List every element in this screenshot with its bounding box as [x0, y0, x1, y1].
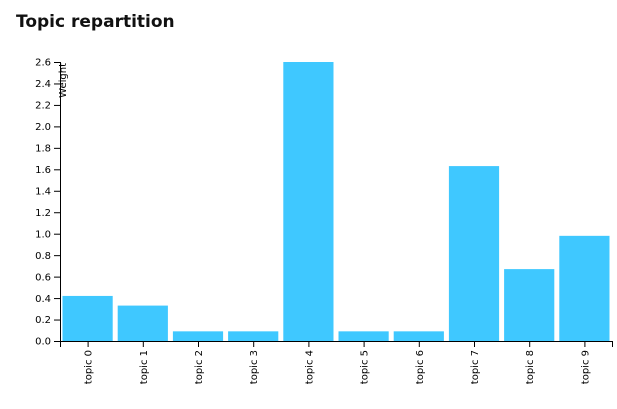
y-tick: 2.6	[35, 58, 60, 69]
x-tick-label: topic 3	[249, 350, 260, 384]
y-tick: 0.2	[35, 315, 60, 326]
x-tick: topic 6	[415, 341, 426, 384]
x-tick-label: topic 9	[580, 350, 591, 384]
y-tick-label: 1.2	[35, 208, 51, 219]
y-tick-label: 2.2	[35, 101, 51, 112]
x-tick: topic 7	[470, 341, 481, 384]
bar-topic-1	[117, 305, 168, 341]
x-tick: topic 5	[360, 341, 371, 384]
y-tick-label: 0.2	[35, 315, 51, 326]
bars-group	[62, 62, 610, 341]
y-tick: 2.0	[35, 122, 60, 133]
x-axis: topic 0 topic 1 topic 2 topic 3 topic 4 topic…	[60, 341, 613, 384]
y-tick-label: 1.8	[35, 144, 51, 155]
x-tick-label: topic 4	[304, 350, 315, 384]
x-axis-line	[60, 341, 613, 347]
bar-topic-8	[504, 269, 555, 341]
x-tick: topic 3	[249, 341, 260, 384]
y-tick-label: 1.4	[35, 186, 51, 197]
x-tick-label: topic 6	[415, 350, 426, 384]
x-tick-label: topic 2	[194, 350, 205, 384]
bar-topic-4	[283, 62, 334, 341]
bar-topic-6	[393, 331, 444, 341]
y-tick: 0.4	[35, 294, 60, 305]
x-tick: topic 4	[304, 341, 315, 384]
y-tick-label: 0.0	[35, 337, 51, 348]
y-axis-line	[54, 62, 61, 342]
y-tick: 1.6	[35, 165, 60, 176]
y-tick: 1.8	[35, 144, 60, 155]
x-tick: topic 8	[525, 341, 536, 384]
x-tick: topic 0	[84, 341, 95, 384]
bar-topic-0	[62, 295, 113, 341]
y-tick: 1.4	[35, 186, 60, 197]
bar-topic-9	[559, 235, 610, 341]
y-tick-label: 2.6	[35, 58, 51, 69]
x-tick-label: topic 7	[470, 350, 481, 384]
y-tick: 0.0	[35, 337, 60, 348]
x-tick-label: topic 0	[84, 350, 95, 384]
x-tick-label: topic 5	[360, 350, 371, 384]
bar-topic-3	[228, 331, 279, 341]
y-tick-label: 1.0	[35, 229, 51, 240]
y-tick-label: 0.8	[35, 251, 51, 262]
x-tick: topic 9	[580, 341, 591, 384]
y-tick-label: 0.4	[35, 294, 51, 305]
x-tick-label: topic 8	[525, 350, 536, 384]
chart-title: Topic repartition	[16, 12, 175, 32]
y-tick: 1.2	[35, 208, 60, 219]
y-tick: 2.2	[35, 101, 60, 112]
y-tick-label: 1.6	[35, 165, 51, 176]
y-axis: 0.0 0.2 0.4 0.6 0.8 1.0 1.2 1.4 1.6 1.8 2.0 2.2 2.4 2…	[35, 58, 61, 348]
x-tick: topic 2	[194, 341, 205, 384]
y-tick-label: 2.0	[35, 122, 51, 133]
bar-topic-7	[448, 166, 500, 341]
y-tick-label: 0.6	[35, 272, 51, 283]
y-tick: 1.0	[35, 229, 60, 240]
x-tick: topic 1	[139, 341, 150, 384]
y-tick-label: 2.4	[35, 79, 51, 90]
x-tick-label: topic 1	[139, 350, 150, 384]
y-tick: 0.8	[35, 251, 60, 262]
bar-topic-5	[338, 331, 389, 341]
y-axis-label: Weight	[58, 63, 69, 98]
y-tick: 2.4	[35, 79, 60, 90]
bar-topic-2	[172, 331, 224, 341]
y-tick: 0.6	[35, 272, 60, 283]
